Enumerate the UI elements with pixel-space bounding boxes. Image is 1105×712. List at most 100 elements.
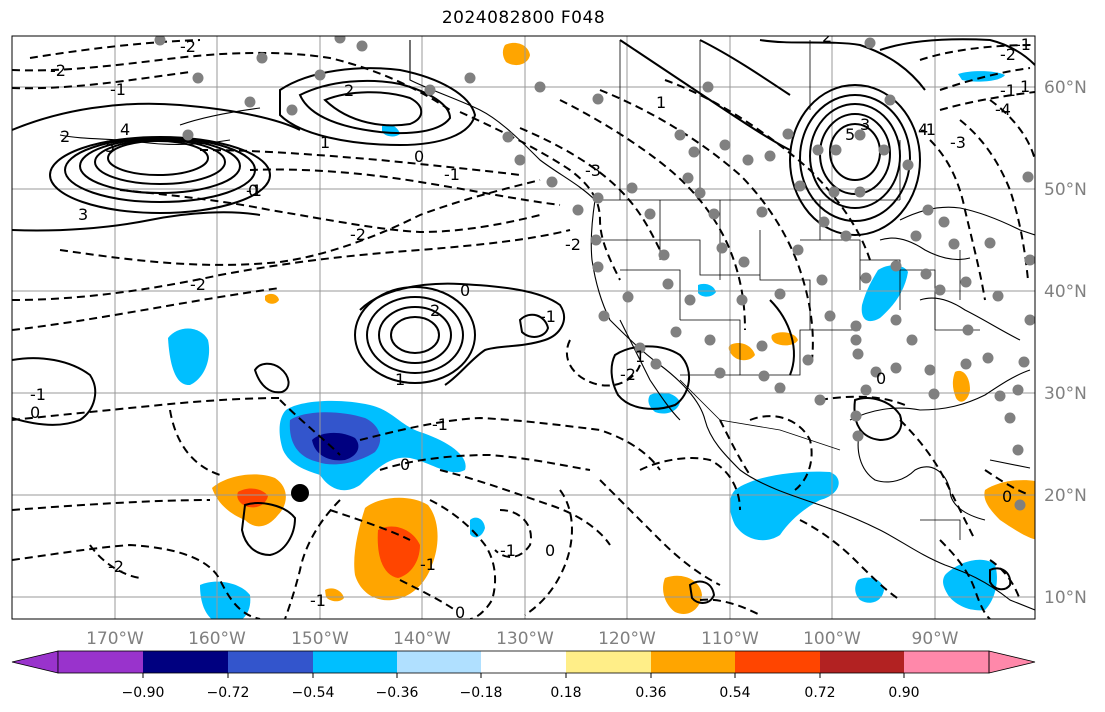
contour-label: 3 [860, 115, 870, 134]
colorbar-tick-label: −0.54 [292, 685, 335, 701]
contour-label: 0 [455, 603, 465, 622]
lon-label: 150°W [291, 629, 349, 649]
colorbar-tick-label: 0.72 [804, 685, 835, 701]
contour-label: 5 [105, 137, 115, 156]
contour-label: -1 [420, 555, 436, 574]
contour-label: -2 [565, 235, 581, 254]
contour-label: -2 [180, 37, 196, 56]
contour-label: 1 [656, 93, 666, 112]
colorbar-segment [904, 651, 989, 673]
negative-anomaly-central-america [943, 559, 997, 611]
colorbar-segment [651, 651, 735, 673]
colorbar-segment [566, 651, 651, 673]
lon-label: 90°W [912, 629, 959, 649]
contour-label: -1 [1000, 81, 1016, 100]
lon-label: 100°W [803, 629, 861, 649]
colorbar-segment [228, 651, 313, 673]
contour-label: -1 [246, 181, 262, 200]
contour-label: -1 [444, 165, 460, 184]
contour-label: -2 [620, 365, 636, 384]
contour-label: 0 [414, 147, 424, 166]
colorbar-tick-label: 0.18 [550, 685, 581, 701]
contour-label: 1 [635, 347, 645, 366]
colorbar-segment [58, 651, 143, 673]
contour-label: -2 [50, 61, 66, 80]
contour-label: 1 [395, 370, 405, 389]
negative-anomaly-plains [861, 265, 908, 322]
contour-label: -1 [30, 385, 46, 404]
contour-label: 1 [1020, 77, 1030, 96]
negative-contours [12, 39, 1035, 619]
latitude-labels: 60°N 50°N 40°N 30°N 20°N 10°N [1044, 78, 1087, 608]
negative-anomaly-west [168, 328, 210, 386]
contour-label: 4 [120, 120, 130, 139]
contour-label: -1 [110, 80, 126, 99]
contour-label: -1 [540, 307, 556, 326]
lat-label: 20°N [1044, 486, 1087, 506]
contour-label: -1 [1015, 35, 1031, 54]
contour-label: 0 [545, 541, 555, 560]
station-markers [154, 36, 1035, 511]
shaded-field [168, 42, 1035, 619]
lon-label: 120°W [598, 629, 656, 649]
contour-label: 0 [876, 369, 886, 388]
colorbar-extend-high [988, 650, 1036, 674]
colorbar-tick-label: 0.90 [888, 685, 919, 701]
contour-label: -1 [500, 541, 516, 560]
contour-label: -4 [995, 100, 1011, 119]
contour-label: 0 [248, 181, 258, 200]
lon-label: 160°W [188, 629, 246, 649]
colorbar-segment [143, 651, 228, 673]
colorbar-segment [481, 651, 566, 673]
contour-label: -2 [190, 275, 206, 294]
colorbar-tick-label: 0.36 [635, 685, 666, 701]
colorbar-segment [313, 651, 397, 673]
contour-label: 5 [845, 125, 855, 144]
contour-label-group: -2 -1 -2 2 3 4 5 1 -1 0 -2 -3 -2 -1 2 1 … [30, 35, 1031, 622]
negative-anomaly-sw [200, 581, 251, 619]
contour-label: -2 [1000, 45, 1016, 64]
highlighted-station-marker [291, 484, 309, 502]
lat-label: 60°N [1044, 78, 1087, 98]
contour-label: 3 [78, 205, 88, 224]
contour-label: 2 [344, 81, 354, 100]
lon-label: 110°W [701, 629, 759, 649]
colorbar-tick-label: −0.90 [122, 685, 165, 701]
contour-label: 1 [320, 133, 330, 152]
colorbar: −0.90 −0.72 −0.54 −0.36 −0.18 0.18 0.36 … [11, 650, 1036, 701]
contour-label: 0 [400, 455, 410, 474]
contour-label: -1 [920, 120, 936, 139]
colorbar-segment [820, 651, 904, 673]
contour-label: 2 [430, 301, 440, 320]
political-borders [595, 40, 980, 540]
contour-label: 2 [60, 127, 70, 146]
colorbar-segment [397, 651, 481, 673]
contour-label: 4 [918, 120, 928, 139]
contour-label: 0 [460, 281, 470, 300]
contour-label: -2 [350, 225, 366, 244]
lat-label: 50°N [1044, 180, 1087, 200]
map-title: 2024082800 F048 [441, 8, 606, 28]
contour-label: 0 [1002, 487, 1012, 506]
lat-label: 30°N [1044, 384, 1087, 404]
colorbar-segment [735, 651, 820, 673]
contour-label: -3 [585, 161, 601, 180]
colorbar-outline [57, 650, 990, 674]
colorbar-tick-label: −0.72 [207, 685, 250, 701]
contour-label: -1 [432, 415, 448, 434]
contour-label: -1 [310, 591, 326, 610]
map-frame [11, 35, 1036, 620]
colorbar-tick-label: −0.36 [376, 685, 419, 701]
contour-label: 0 [30, 403, 40, 422]
graticule [12, 36, 1035, 619]
contour-label: -3 [950, 133, 966, 152]
colorbar-tick-label: 0.54 [719, 685, 750, 701]
lat-label: 10°N [1044, 588, 1087, 608]
negative-anomaly-mexico [729, 471, 839, 541]
colorbar-tick-label: −0.18 [460, 685, 503, 701]
lat-label: 40°N [1044, 282, 1087, 302]
colorbar-extend-low [11, 650, 59, 674]
lon-label: 170°W [86, 629, 144, 649]
map-background [12, 36, 1035, 619]
